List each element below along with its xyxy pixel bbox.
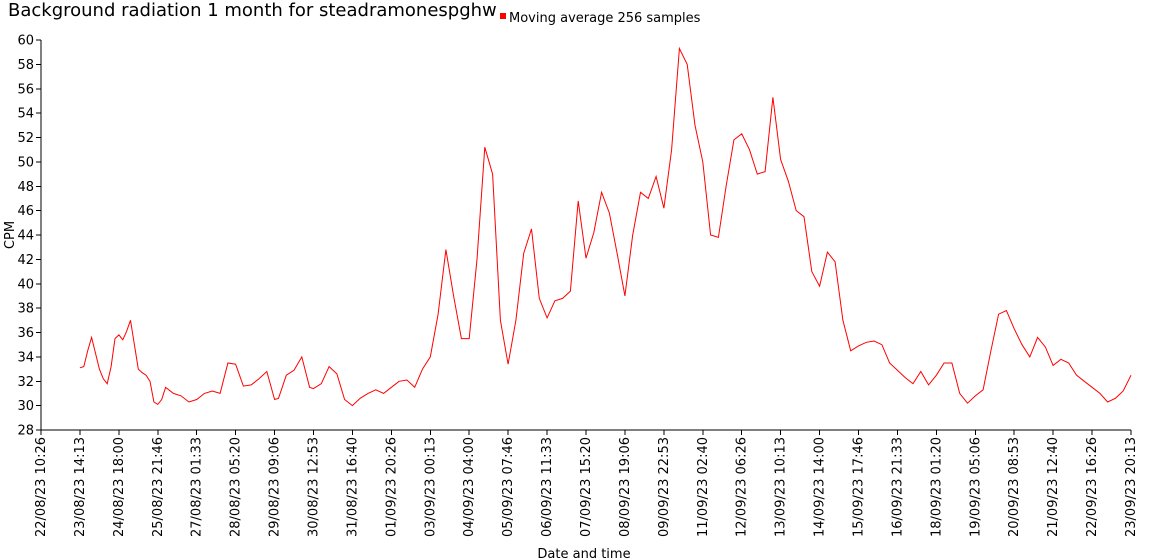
y-tick-label: 46	[17, 204, 34, 219]
x-tick-label: 16/09/23 21:33	[890, 437, 905, 537]
x-tick-label: 28/08/23 05:20	[229, 437, 244, 537]
x-tick-label: 03/09/23 00:13	[423, 437, 438, 537]
x-tick-label: 20/09/23 08:53	[1007, 437, 1022, 537]
x-tick-label: 07/09/23 15:20	[579, 437, 594, 537]
y-tick-label: 36	[17, 326, 34, 341]
y-axis-label: CPM	[3, 221, 18, 249]
y-tick-label: 32	[17, 375, 34, 390]
legend-label: Moving average 256 samples	[509, 11, 701, 26]
y-tick-label: 56	[17, 82, 34, 97]
x-tick-label: 19/09/23 05:06	[968, 437, 983, 537]
x-tick-label: 11/09/23 02:40	[696, 437, 711, 537]
x-tick-label: 18/09/23 01:20	[929, 437, 944, 537]
y-tick-label: 48	[17, 180, 34, 195]
y-tick-label: 40	[17, 277, 34, 292]
legend-swatch	[500, 13, 506, 19]
chart-title: Background radiation 1 month for steadra…	[8, 0, 497, 21]
x-tick-label: 23/09/23 20:13	[1124, 437, 1139, 537]
x-tick-label: 29/08/23 09:06	[268, 437, 283, 537]
x-axis-label: Date and time	[537, 547, 630, 560]
x-tick-label: 09/09/23 22:53	[657, 437, 672, 537]
x-tick-label: 08/09/23 19:06	[618, 437, 633, 537]
y-tick-label: 34	[17, 350, 34, 365]
x-tick-label: 12/09/23 06:26	[735, 437, 750, 537]
y-tick-label: 42	[17, 253, 34, 268]
x-tick-label: 31/08/23 16:40	[345, 437, 360, 537]
y-tick-label: 52	[17, 131, 34, 146]
x-tick-label: 25/08/23 21:46	[151, 437, 166, 537]
x-tick-label: 21/09/23 12:40	[1046, 437, 1061, 537]
x-tick-label: 30/08/23 12:53	[307, 437, 322, 537]
x-tick-label: 22/08/23 10:26	[34, 437, 49, 537]
y-tick-label: 30	[17, 399, 34, 414]
y-tick-label: 28	[17, 424, 34, 439]
x-tick-label: 14/09/23 14:00	[813, 437, 828, 537]
x-tick-group: 22/08/23 10:26 23/08/23 14:13 24/08/23 18:…	[34, 430, 1139, 537]
y-tick-label: 38	[17, 302, 34, 317]
x-tick-label: 01/09/23 20:26	[384, 437, 399, 537]
series-line-moving-average	[79, 46, 1132, 407]
y-tick-label: 50	[17, 155, 34, 170]
legend: Moving average 256 samples	[500, 11, 701, 26]
x-tick-label: 06/09/23 11:33	[540, 437, 555, 537]
x-tick-label: 05/09/23 07:46	[501, 437, 516, 537]
x-tick-label: 13/09/23 10:13	[774, 437, 789, 537]
y-tick-label: 58	[17, 58, 34, 73]
x-tick-label: 15/09/23 17:46	[852, 437, 867, 537]
x-tick-label: 22/09/23 16:26	[1085, 437, 1100, 537]
y-tick-label: 60	[17, 34, 34, 49]
x-tick-label: 27/08/23 01:33	[190, 437, 205, 537]
y-tick-label: 54	[17, 107, 34, 122]
x-tick-label: 23/08/23 14:13	[73, 437, 88, 537]
y-tick-group: 28 30 32 34 36 38 40 42 44 46 48 50 52 54 56 58 60	[17, 34, 41, 439]
x-tick-label: 24/08/23 18:00	[112, 437, 127, 537]
y-tick-label: 44	[17, 229, 34, 244]
x-tick-label: 04/09/23 04:00	[462, 437, 477, 537]
